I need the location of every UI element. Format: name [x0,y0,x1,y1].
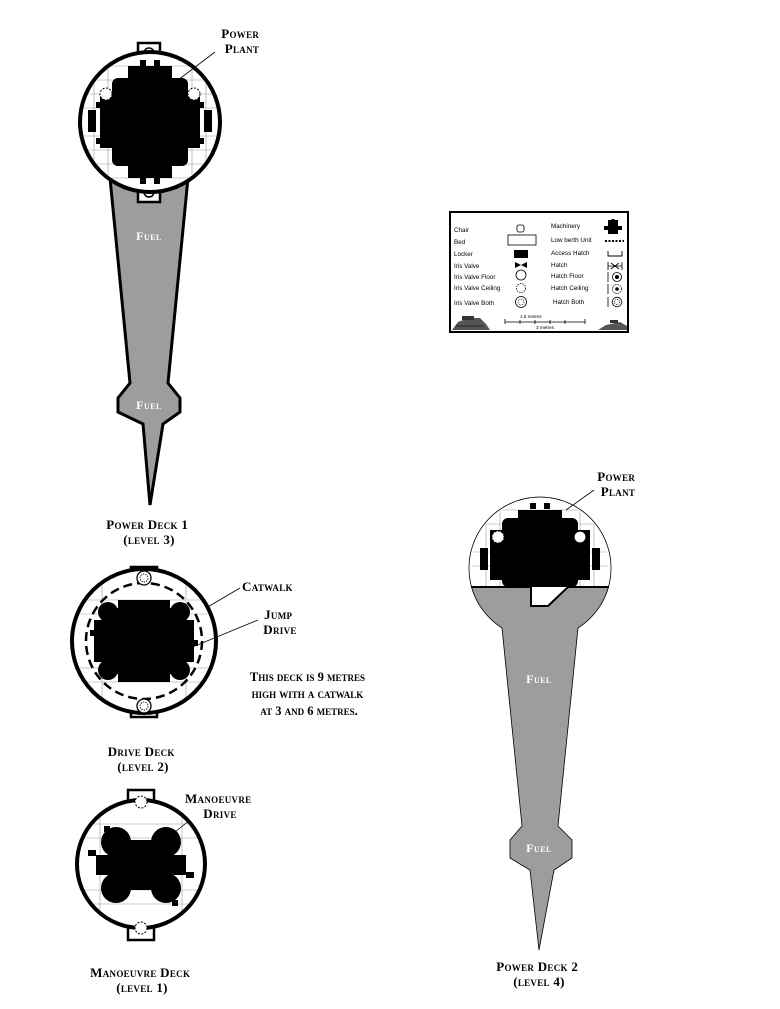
drive-deck: Catwalk Jump Drive This deck is 9 metres… [70,565,368,774]
legend-label: Machinery [551,223,581,230]
legend-label: Hatch Floor [551,273,584,280]
access-hatch-icon [607,251,623,257]
power-deck-2: Power Plant Fuel Fuel Power Deck 2 (leve… [468,469,639,989]
legend-label: Low berth Unit [551,237,592,244]
legend-label: Access Hatch [551,250,590,257]
manoeuvre-drive-machinery [88,826,194,906]
hatch-floor-icon [607,272,622,282]
deck-note: This deck is 9 metres high with a catwal… [250,670,368,718]
manoeuvre-drive-label: Manoeuvre Drive [185,791,255,821]
deck-title: Power Deck 1 (level 3) [106,517,192,547]
vehicle-silhouette-icon [598,320,627,330]
scale-bar [504,319,586,324]
fuel-label: Fuel [136,398,162,412]
iris-valve-both-icon [515,296,527,308]
scale-label-long: 3 metres [536,325,555,330]
legend-label: Locker [454,251,473,258]
manoeuvre-deck: Manoeuvre Drive Manoeuvre Deck (level 1) [75,788,255,995]
bed-icon [507,234,537,246]
hatch-both-icon [607,296,623,308]
jump-drive-label: Jump Drive [263,607,296,637]
legend-label: Chair [454,227,469,234]
locker-icon [514,250,528,258]
iris-valve-ceiling-icon [99,87,113,101]
iris-valve-floor-icon [573,530,587,544]
legend-label: Bed [454,239,466,246]
scale-label-short: 1.5 metres [520,314,542,319]
power-deck-1: Power Plant Fuel Fuel Power Deck 1 (leve… [78,26,263,547]
fuel-tank-2 [471,587,609,950]
iris-valve-ceiling-icon [187,87,201,101]
deck-title: Drive Deck (level 2) [108,744,179,774]
legend-box: Chair Bed Locker Iris Valve Iris Valve F… [449,211,629,333]
hatch-icon [607,262,623,270]
deck-title: Power Deck 2 (level 4) [496,959,582,989]
iris-valve-ceiling-icon [516,283,526,293]
fuel-label: Fuel [526,672,552,686]
legend-label: Hatch [551,262,568,269]
vehicle-silhouette-icon [452,316,490,330]
legend-label: Iris Valve Both [454,300,495,307]
iris-valve-icon [515,262,527,268]
jump-drive-machinery [90,600,198,682]
fuel-tank-1 [108,176,190,506]
machinery-icon [604,219,622,234]
fuel-label: Fuel [136,229,162,243]
chair-icon [516,224,525,233]
deck-title: Manoeuvre Deck (level 1) [90,965,194,995]
catwalk-label: Catwalk [242,579,293,594]
iris-valve-ceiling-icon [491,530,505,544]
legend-label: Hatch Ceiling [551,285,589,292]
legend-label: Iris Valve Ceiling [454,285,501,292]
hatch-ceiling-icon [607,284,622,294]
power-plant-label: Power Plant [597,469,639,499]
power-plant-machinery [88,60,212,184]
iris-valve-floor-icon [515,269,527,281]
legend-label: Iris Valve [454,263,480,270]
legend-label: Iris Valve Floor [454,274,496,281]
power-plant-label: Power Plant [221,26,263,56]
fuel-label: Fuel [526,841,552,855]
power-plant-machinery [480,503,600,587]
legend-label: Hatch Both [553,299,585,306]
